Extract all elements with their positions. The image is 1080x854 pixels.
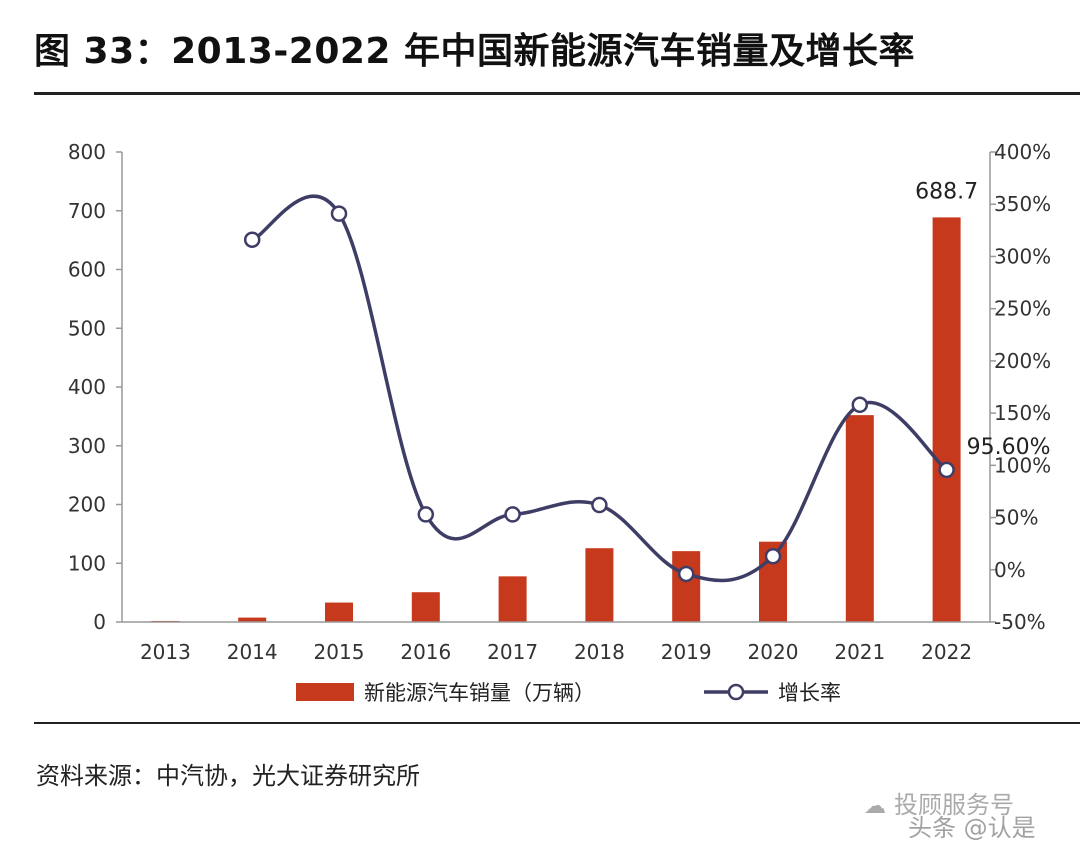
growth-rate-point bbox=[764, 547, 782, 565]
left-tick-label: 300 bbox=[68, 434, 106, 458]
chart-title: 图 33：2013-2022 年中国新能源汽车销量及增长率 bbox=[34, 31, 915, 72]
watermark: ☁ 投顾服务号 bbox=[864, 785, 1014, 820]
bar bbox=[325, 602, 353, 622]
line-value-label: 95.60% bbox=[967, 435, 1051, 460]
left-tick-label: 500 bbox=[68, 316, 106, 340]
watermark-line1: 投顾服务号 bbox=[894, 791, 1014, 819]
bar bbox=[585, 548, 614, 622]
right-tick-label: 150% bbox=[994, 401, 1051, 425]
right-tick-label: 250% bbox=[994, 297, 1051, 321]
left-tick-label: 100 bbox=[68, 551, 106, 575]
left-tick-label: 800 bbox=[68, 140, 106, 164]
right-axis: -50% 0% 50% 100% 150% 200% 250% 300% 350% 400% bbox=[989, 140, 1051, 634]
watermark-handle: 头条 @认是 bbox=[908, 814, 1036, 842]
right-tick-label: 50% bbox=[994, 506, 1038, 530]
x-tick-label: 2020 bbox=[748, 640, 799, 664]
x-tick-label: 2019 bbox=[661, 640, 712, 664]
bar-series bbox=[151, 217, 961, 623]
left-tick-label: 700 bbox=[68, 199, 106, 223]
bar bbox=[845, 415, 874, 622]
right-tick-label: 350% bbox=[994, 192, 1051, 216]
right-tick-label: 0% bbox=[994, 558, 1026, 582]
bar-value-label: 688.7 bbox=[915, 179, 978, 204]
source-note: 资料来源：中汽协，光大证券研究所 bbox=[36, 762, 420, 790]
left-tick-label: 200 bbox=[68, 493, 106, 517]
annotations: 688.7 95.60% bbox=[915, 179, 1050, 460]
left-tick-label: 400 bbox=[68, 375, 106, 399]
growth-rate-line bbox=[251, 194, 948, 583]
growth-rate-point bbox=[330, 205, 348, 222]
title-divider bbox=[34, 92, 1080, 95]
wechat-icon: ☁ bbox=[864, 794, 886, 819]
bar bbox=[411, 592, 440, 622]
x-tick-label: 2018 bbox=[574, 640, 625, 664]
x-tick-label: 2013 bbox=[140, 640, 191, 664]
x-tick-label: 2021 bbox=[834, 640, 885, 664]
bar bbox=[932, 217, 961, 623]
x-tick-label: 2014 bbox=[227, 640, 278, 664]
legend-bar-swatch bbox=[296, 683, 354, 701]
left-tick-label: 0 bbox=[93, 610, 106, 634]
left-tick-label: 600 bbox=[68, 258, 106, 282]
growth-rate-point bbox=[938, 461, 955, 479]
right-tick-label: 300% bbox=[994, 244, 1051, 268]
x-tick-label: 2016 bbox=[400, 640, 451, 664]
growth-rate-point bbox=[243, 231, 261, 248]
right-tick-label: 200% bbox=[994, 349, 1051, 373]
growth-rate-point bbox=[851, 396, 869, 414]
x-tick-label: 2022 bbox=[921, 640, 972, 664]
bar bbox=[672, 551, 701, 622]
growth-rate-point bbox=[591, 496, 608, 514]
growth-rate-point bbox=[417, 506, 435, 523]
bar bbox=[238, 617, 267, 622]
x-tick-label: 2015 bbox=[314, 640, 365, 664]
legend-line-marker bbox=[727, 683, 745, 701]
right-tick-label: 400% bbox=[994, 140, 1051, 164]
line-series bbox=[243, 194, 955, 583]
footer-divider bbox=[34, 722, 1080, 724]
right-tick-label: 100% bbox=[994, 453, 1051, 477]
left-axis: 0 100 200 300 400 500 600 700 800 bbox=[68, 140, 123, 634]
x-axis: 2013 2014 2015 2016 2017 2018 2019 2020 2021 2022 bbox=[122, 621, 990, 664]
legend-line-label: 增长率 bbox=[778, 681, 841, 705]
growth-rate-point bbox=[504, 506, 521, 523]
x-tick-label: 2017 bbox=[487, 640, 538, 664]
growth-rate-point bbox=[677, 565, 695, 583]
chart: 0 100 200 300 400 500 600 700 800 -50% 0% 50% 100% 1… bbox=[68, 140, 1051, 705]
right-tick-label: -50% bbox=[994, 610, 1046, 634]
bar bbox=[498, 576, 527, 622]
legend: 新能源汽车销量（万辆） 增长率 bbox=[296, 681, 841, 705]
legend-bar-label: 新能源汽车销量（万辆） bbox=[364, 681, 595, 705]
